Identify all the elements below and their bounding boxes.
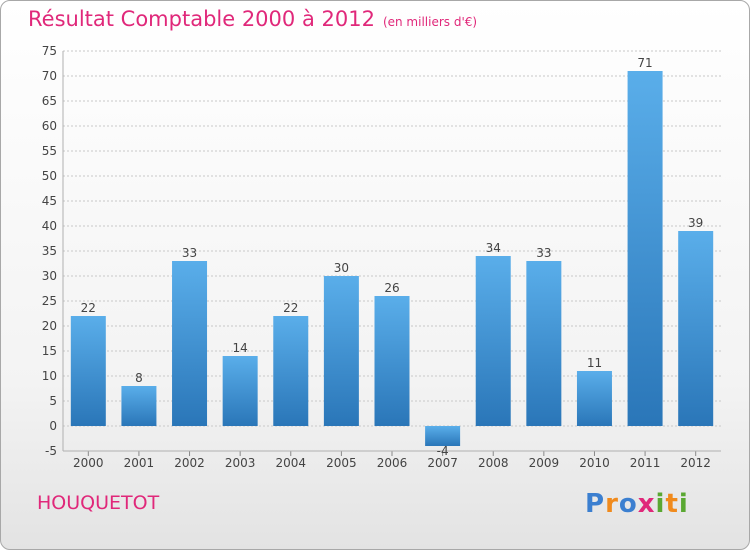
bar-2010 [576, 371, 612, 426]
bar-2006 [374, 296, 410, 426]
bar-2011 [627, 71, 663, 426]
x-tick-label-2002: 2002 [174, 456, 205, 470]
chart-subtitle: (en milliers d'€) [382, 15, 478, 29]
x-tick-label-2003: 2003 [225, 456, 256, 470]
y-tick-label: -5 [45, 444, 57, 458]
bar-2007 [425, 426, 461, 446]
x-tick-label-2008: 2008 [478, 456, 509, 470]
value-label-2009: 33 [536, 246, 551, 260]
value-label-2002: 33 [182, 246, 197, 260]
place-name: HOUQUETOT [37, 492, 160, 514]
x-tick-label-2000: 2000 [73, 456, 104, 470]
y-tick-label: 65 [42, 94, 57, 108]
x-tick-label-2012: 2012 [680, 456, 711, 470]
y-tick-label: 70 [42, 69, 57, 83]
bar-2012 [678, 231, 714, 426]
value-label-2006: 26 [384, 281, 399, 295]
logo-letter: t [665, 489, 679, 519]
bar-2003 [222, 356, 258, 426]
value-label-2012: 39 [688, 216, 703, 230]
bar-2001 [121, 386, 157, 426]
value-label-2003: 14 [233, 341, 248, 355]
value-label-2001: 8 [135, 371, 143, 385]
x-tick-label-2011: 2011 [630, 456, 661, 470]
bar-2002 [172, 261, 208, 426]
y-tick-label: 30 [42, 269, 57, 283]
value-label-2000: 22 [81, 301, 96, 315]
y-tick-label: 75 [42, 44, 57, 58]
x-tick-label-2001: 2001 [124, 456, 155, 470]
x-tick-label-2006: 2006 [377, 456, 408, 470]
value-label-2004: 22 [283, 301, 298, 315]
value-label-2005: 30 [334, 261, 349, 275]
y-tick-label: 35 [42, 244, 57, 258]
x-tick-label-2007: 2007 [427, 456, 458, 470]
x-tick-label-2005: 2005 [326, 456, 357, 470]
bar-2008 [475, 256, 511, 426]
bar-2000 [70, 316, 106, 426]
y-tick-label: 15 [42, 344, 57, 358]
y-tick-label: 60 [42, 119, 57, 133]
bars [70, 71, 714, 446]
title-text: Résultat Comptable 2000 à 2012 [28, 7, 375, 31]
logo-letter: P [585, 489, 606, 519]
bar-2004 [273, 316, 309, 426]
value-label-2007: -4 [437, 444, 449, 458]
y-tick-label: 45 [42, 194, 57, 208]
bar-2009 [526, 261, 562, 426]
y-tick-label: 25 [42, 294, 57, 308]
labels: -5 0 5 10 15 20 25 30 35 40 45 50 55 60 65 70 75 22 2000 8 2… [42, 44, 711, 470]
logo-letter: i [655, 489, 666, 519]
x-tick-label-2009: 2009 [529, 456, 560, 470]
y-tick-label: 10 [42, 369, 57, 383]
logo-letter: r [605, 489, 619, 519]
chart-title: Résultat Comptable 2000 à 2012 (en millie… [28, 7, 477, 31]
y-tick-label: 0 [49, 419, 57, 433]
y-tick-label: 5 [49, 394, 57, 408]
x-tick-label-2010: 2010 [579, 456, 610, 470]
y-tick-label: 40 [42, 219, 57, 233]
axes [62, 51, 721, 456]
x-tick-label-2004: 2004 [275, 456, 306, 470]
value-label-2010: 11 [587, 356, 602, 370]
value-label-2011: 71 [637, 56, 652, 70]
proxiti-logo: Proxiti [585, 489, 689, 519]
value-label-2008: 34 [486, 241, 501, 255]
y-tick-label: 55 [42, 144, 57, 158]
bar-2005 [323, 276, 359, 426]
logo-letter: i [678, 489, 689, 519]
logo-letter: o [618, 489, 638, 519]
logo-letter: x [637, 489, 656, 519]
y-tick-label: 20 [42, 319, 57, 333]
y-tick-label: 50 [42, 169, 57, 183]
